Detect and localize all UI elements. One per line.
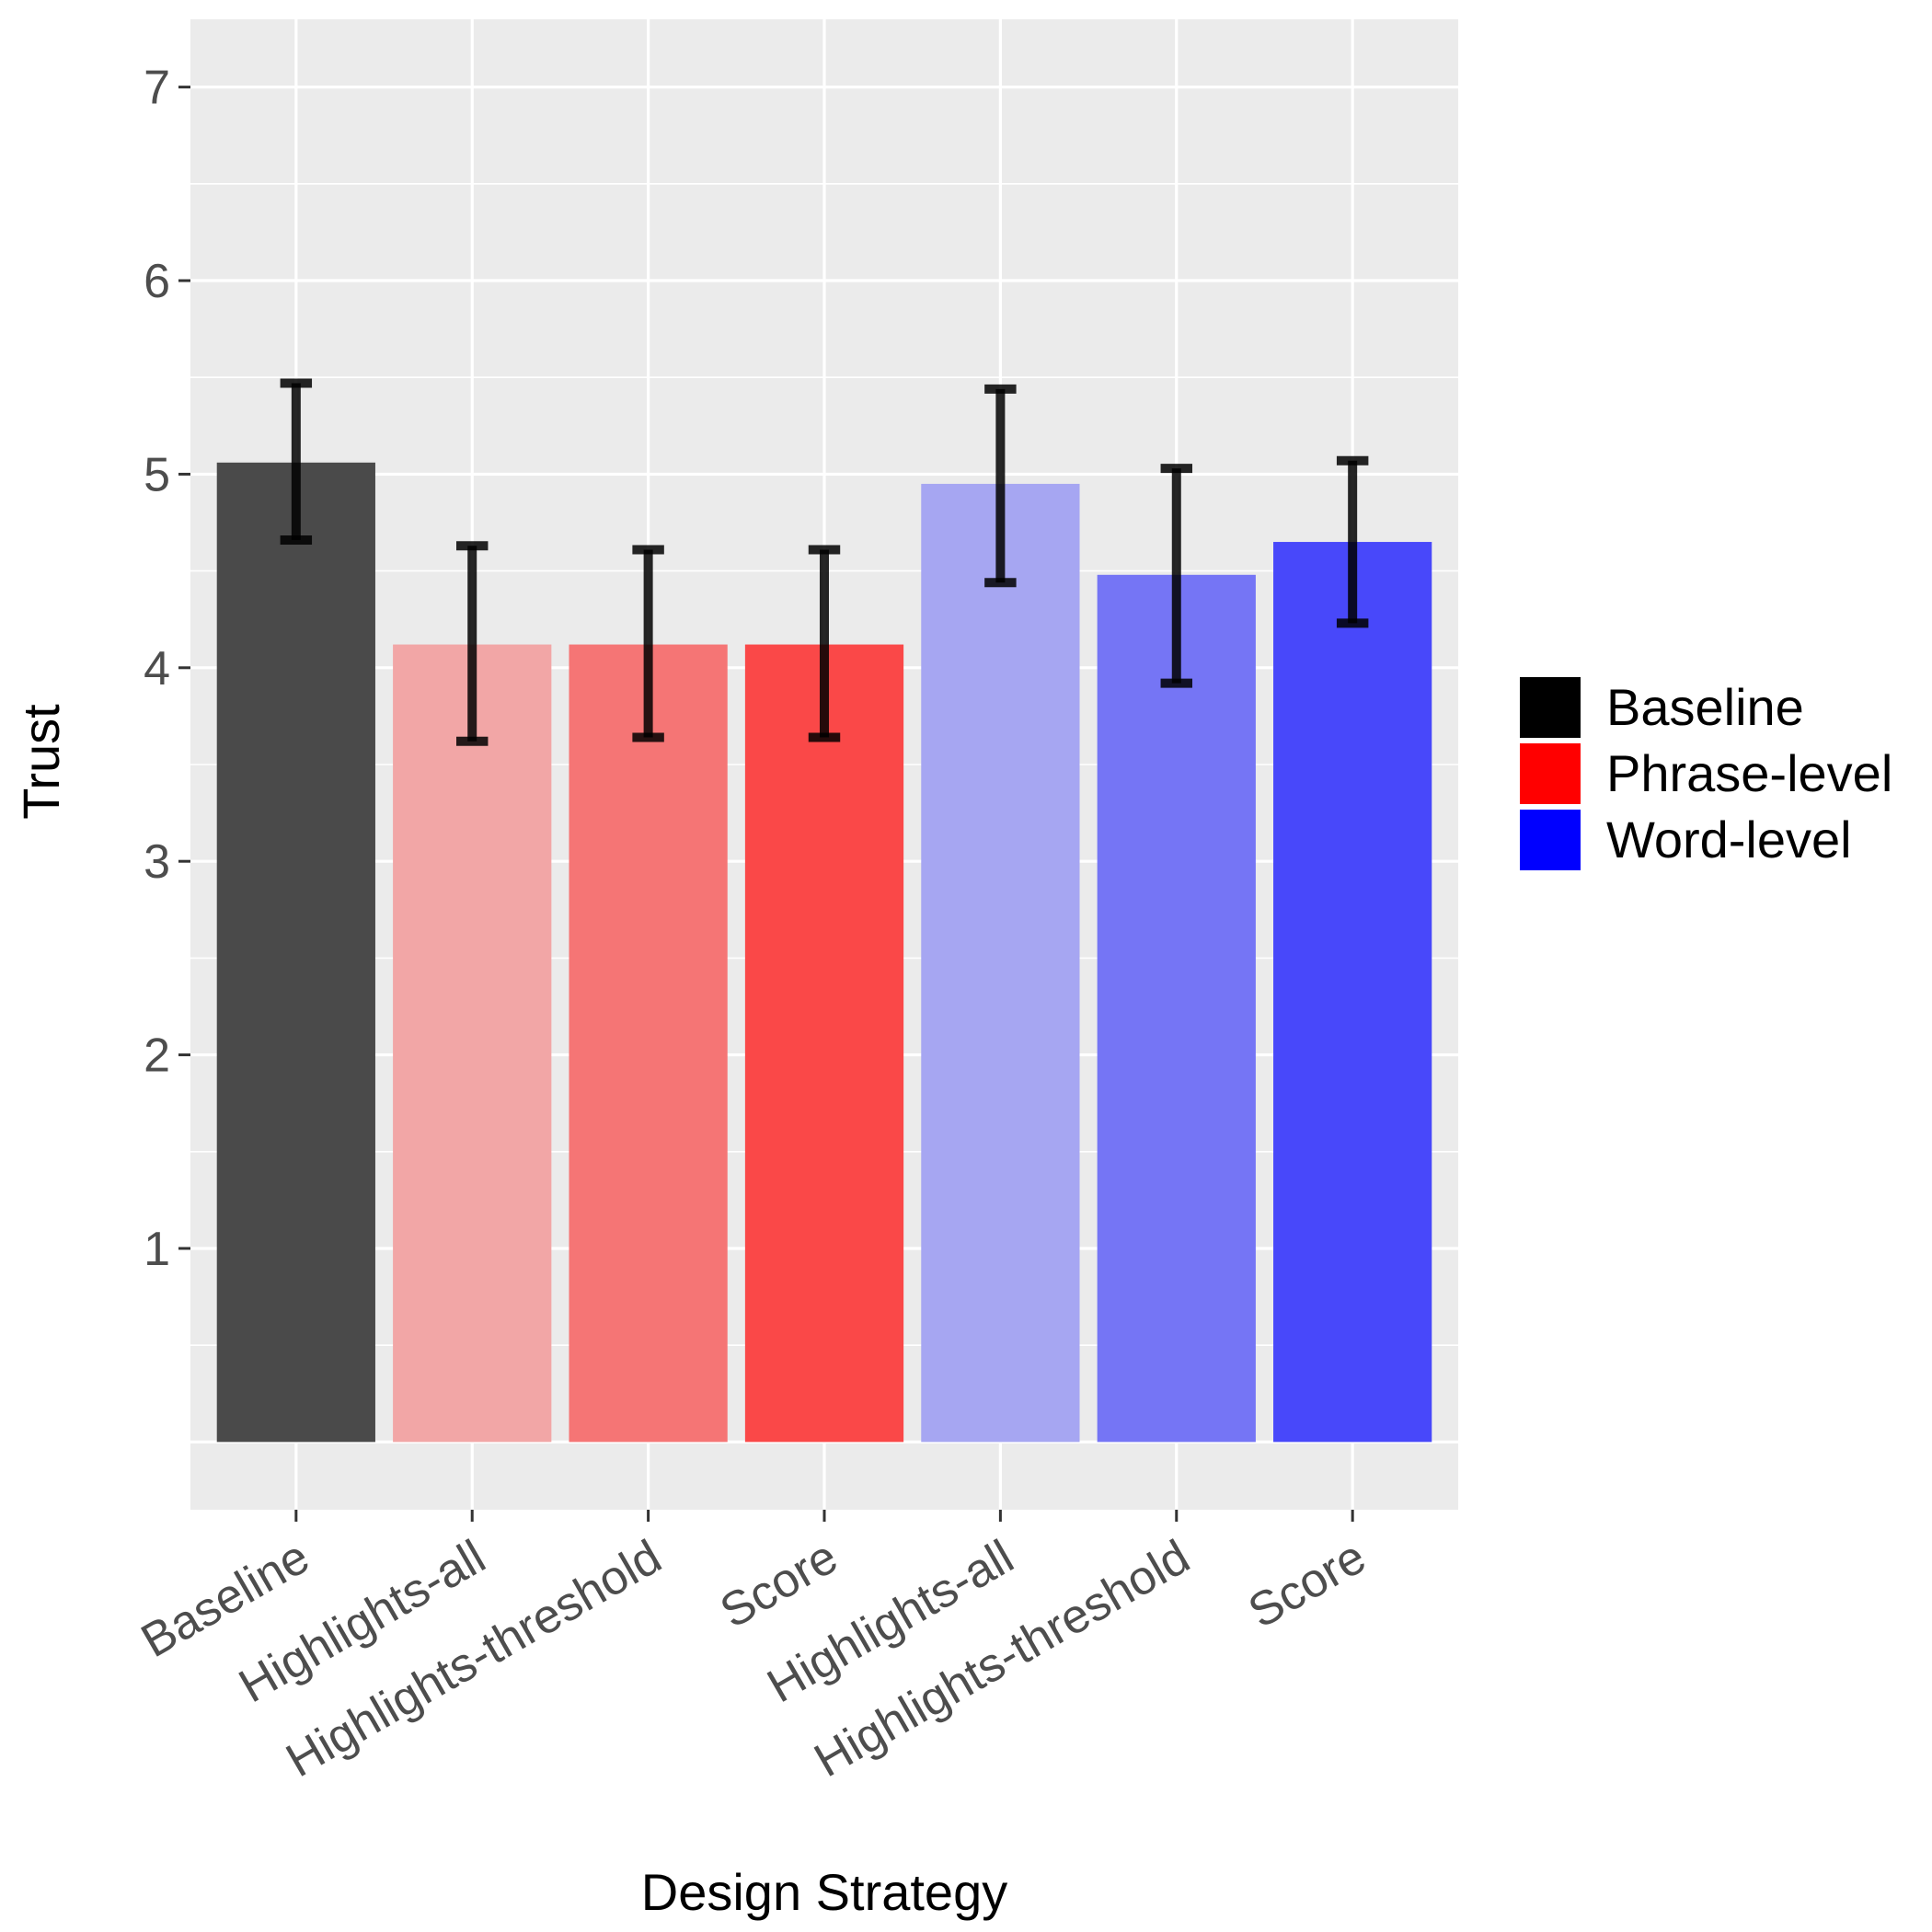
- error-bar-6: [1160, 464, 1193, 688]
- legend-label: Word-level: [1606, 811, 1852, 868]
- legend-swatch: [1520, 743, 1581, 804]
- y-axis-title: Trust: [12, 704, 70, 820]
- bar-7: [1273, 542, 1432, 1443]
- error-bar-1: [280, 378, 313, 545]
- bar-3: [569, 644, 728, 1443]
- legend-swatch: [1520, 677, 1581, 738]
- bars: [216, 462, 1432, 1443]
- legend-label: Phrase-level: [1606, 744, 1892, 802]
- x-tick-label: Score: [711, 1530, 846, 1639]
- bar-2: [393, 644, 552, 1443]
- error-bars: [280, 378, 1369, 746]
- y-axis: 1 2 3 4 5 6 7: [144, 62, 190, 1276]
- error-bar-4: [808, 545, 841, 742]
- legend: Baseline Phrase-level Word-level: [1520, 677, 1892, 870]
- error-bar-2: [455, 541, 489, 746]
- error-bar-5: [984, 384, 1017, 588]
- y-tick-label: 4: [144, 642, 170, 696]
- legend-item-phrase-level: Phrase-level: [1520, 743, 1892, 804]
- error-bar-7: [1336, 455, 1369, 628]
- y-tick-label: 1: [144, 1223, 170, 1276]
- x-tick-label: Score: [1240, 1530, 1375, 1639]
- legend-item-word-level: Word-level: [1520, 810, 1852, 870]
- y-tick-label: 3: [144, 835, 170, 889]
- bar-1: [216, 462, 375, 1443]
- bar-5: [921, 483, 1080, 1443]
- bar-6: [1097, 574, 1256, 1443]
- bar-4: [744, 644, 904, 1443]
- y-tick-label: 2: [144, 1029, 170, 1083]
- legend-swatch: [1520, 810, 1581, 870]
- legend-item-baseline: Baseline: [1520, 677, 1804, 738]
- x-axis-title: Design Strategy: [641, 1863, 1007, 1921]
- y-tick-label: 5: [144, 448, 170, 501]
- y-tick-label: 7: [144, 62, 170, 115]
- legend-label: Baseline: [1606, 678, 1804, 736]
- error-bar-3: [632, 545, 664, 742]
- y-tick-label: 6: [144, 255, 170, 308]
- x-axis: BaselineHighlights-allHighlights-thresho…: [132, 1510, 1374, 1788]
